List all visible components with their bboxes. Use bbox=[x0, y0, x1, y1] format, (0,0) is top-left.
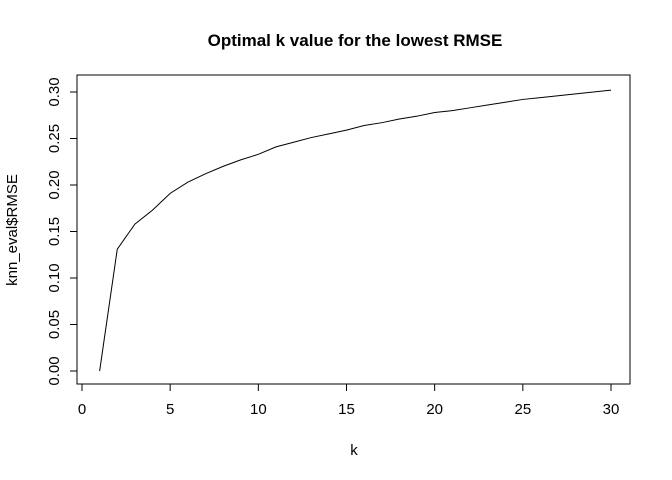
y-axis: 0.00 0.05 0.10 0.15 0.20 0.25 0.30 bbox=[46, 77, 78, 386]
y-tick-label: 0.20 bbox=[46, 170, 63, 199]
x-tick-label: 10 bbox=[250, 401, 267, 418]
y-tick-label: 0.05 bbox=[46, 310, 63, 339]
x-axis-label: k bbox=[350, 442, 358, 459]
y-tick-label: 0.25 bbox=[46, 124, 63, 153]
series-line bbox=[99, 89, 612, 372]
x-tick-label: 25 bbox=[514, 401, 531, 418]
series-layer bbox=[99, 89, 612, 372]
chart-title: Optimal k value for the lowest RMSE bbox=[208, 31, 503, 50]
x-tick-label: 20 bbox=[426, 401, 443, 418]
y-axis-label: knn_eval$RMSE bbox=[4, 174, 21, 286]
y-tick-label: 0.30 bbox=[46, 77, 63, 106]
x-tick-label: 30 bbox=[603, 401, 620, 418]
plot-frame bbox=[76, 74, 631, 385]
x-tick-label: 5 bbox=[166, 401, 174, 418]
x-axis: 0 5 10 15 20 25 30 bbox=[78, 383, 620, 418]
x-tick-label: 15 bbox=[338, 401, 355, 418]
y-tick-label: 0.10 bbox=[46, 263, 63, 292]
y-tick-label: 0.00 bbox=[46, 356, 63, 385]
x-tick-label: 0 bbox=[78, 401, 86, 418]
y-tick-label: 0.15 bbox=[46, 217, 63, 246]
